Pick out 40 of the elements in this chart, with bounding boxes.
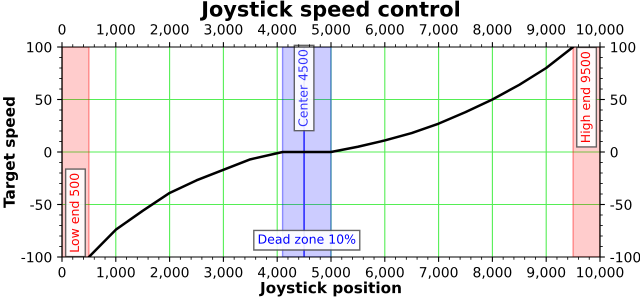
x-tick-label: 3,000 xyxy=(204,266,242,279)
band-label: High end 9500 xyxy=(580,52,593,142)
y-tick-label: 50 xyxy=(36,94,52,105)
y-tick-label: 100 xyxy=(27,42,52,52)
x2-tick-label: 2,000 xyxy=(150,24,189,36)
y2-tick-label: 100 xyxy=(611,42,636,52)
x-tick-label: 5,000 xyxy=(312,266,350,279)
y-tick-label: 0 xyxy=(44,146,52,158)
x2-tick-label: 10,000 xyxy=(577,24,624,36)
y2-tick-label: -100 xyxy=(610,252,640,262)
x2-tick-label: 8,000 xyxy=(473,24,512,36)
x-tick-label: 9,000 xyxy=(527,266,566,279)
y2-tick-label: -50 xyxy=(610,199,632,210)
x2-tick-label: 6,000 xyxy=(366,24,404,36)
x-tick-label: 2,000 xyxy=(150,266,189,279)
x-tick-label: 6,000 xyxy=(366,266,404,279)
x2-tick-label: 7,000 xyxy=(420,24,458,36)
x2-tick-label: 1,000 xyxy=(97,24,135,36)
y-tick-label: -50 xyxy=(30,199,52,210)
x-axis-title: Joystick position xyxy=(259,282,401,296)
x2-tick-label: 5,000 xyxy=(312,24,350,36)
x2-tick-label: 0 xyxy=(58,24,66,35)
band-label: Dead zone 10% xyxy=(258,234,356,244)
y2-tick-label: 50 xyxy=(610,94,626,105)
x2-tick-label: 3,000 xyxy=(204,24,242,36)
ref-line-label: Center 4500 xyxy=(298,50,308,126)
x-tick-label: 7,000 xyxy=(420,266,458,279)
chart-title: Joystick speed control xyxy=(200,0,460,21)
x-tick-label: 8,000 xyxy=(473,266,512,279)
y2-tick-label: 0 xyxy=(610,146,618,158)
x2-tick-label: 4,000 xyxy=(258,24,296,36)
x-tick-label: 0 xyxy=(58,266,66,278)
x-tick-label: 1,000 xyxy=(97,266,135,279)
x-tick-label: 10,000 xyxy=(577,266,624,279)
x-tick-label: 4,000 xyxy=(258,266,296,279)
y-tick-label: -100 xyxy=(21,252,52,262)
x2-tick-label: 9,000 xyxy=(527,24,566,36)
line-series xyxy=(88,47,574,257)
band-label: Low end 500 xyxy=(69,174,80,252)
y-axis-title: Target speed xyxy=(3,97,18,208)
